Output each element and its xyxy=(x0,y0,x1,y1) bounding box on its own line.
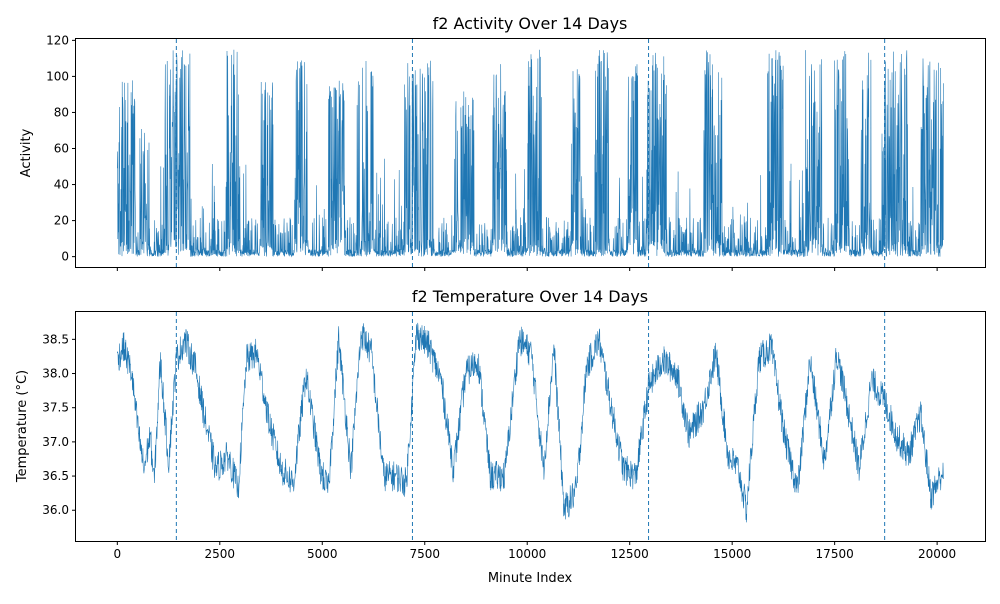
y-tick-label: 40 xyxy=(54,178,69,192)
y-tick-label: 38.5 xyxy=(42,332,69,346)
activity-panel: f2 Activity Over 14 Days 0 20 40 60 80 100 120… xyxy=(19,14,986,271)
temperature-axes-frame xyxy=(75,311,986,542)
y-tick-label: 36.0 xyxy=(42,503,69,517)
y-tick-label: 37.0 xyxy=(42,435,69,449)
y-tick-label: 38.0 xyxy=(42,367,69,381)
temperature-x-axis-label: Minute Index xyxy=(488,571,573,586)
x-tick-label: 17500 xyxy=(816,547,854,561)
temperature-chart-title: f2 Temperature Over 14 Days xyxy=(412,287,648,306)
y-tick-label: 37.5 xyxy=(42,401,69,415)
x-tick-label: 7500 xyxy=(409,547,440,561)
y-tick-label: 36.5 xyxy=(42,469,69,483)
y-tick-label: 100 xyxy=(46,69,69,83)
y-tick-label: 60 xyxy=(54,141,69,155)
y-tick-label: 0 xyxy=(61,250,69,264)
y-tick-label: 20 xyxy=(54,214,69,228)
activity-axes-frame xyxy=(75,38,986,268)
x-tick-label: 0 xyxy=(113,547,121,561)
activity-y-axis-label: Activity xyxy=(19,128,34,177)
temperature-panel: f2 Temperature Over 14 Days 0 2500 5000 750… xyxy=(15,287,986,586)
temperature-y-ticks: 36.0 36.5 37.0 37.5 38.0 38.5 xyxy=(42,332,76,517)
y-tick-label: 120 xyxy=(46,33,69,47)
temperature-y-axis-label: Temperature (°C) xyxy=(15,370,30,483)
temperature-plot-area xyxy=(117,312,944,541)
activity-x-ticks xyxy=(116,267,938,271)
x-tick-label: 5000 xyxy=(307,547,338,561)
activity-plot-area xyxy=(117,39,944,267)
y-tick-label: 80 xyxy=(54,105,69,119)
x-tick-label: 12500 xyxy=(611,547,649,561)
activity-chart-title: f2 Activity Over 14 Days xyxy=(433,14,628,33)
temperature-series-line xyxy=(117,322,944,523)
x-tick-label: 10000 xyxy=(508,547,546,561)
x-tick-label: 20000 xyxy=(918,547,956,561)
x-tick-label: 15000 xyxy=(713,547,751,561)
activity-series-line xyxy=(117,49,944,258)
temperature-x-ticks: 0 2500 5000 7500 10000 12500 15000 17500 20000 xyxy=(113,541,956,561)
activity-y-ticks: 0 20 40 60 80 100 120 xyxy=(46,33,76,264)
x-tick-label: 2500 xyxy=(205,547,236,561)
